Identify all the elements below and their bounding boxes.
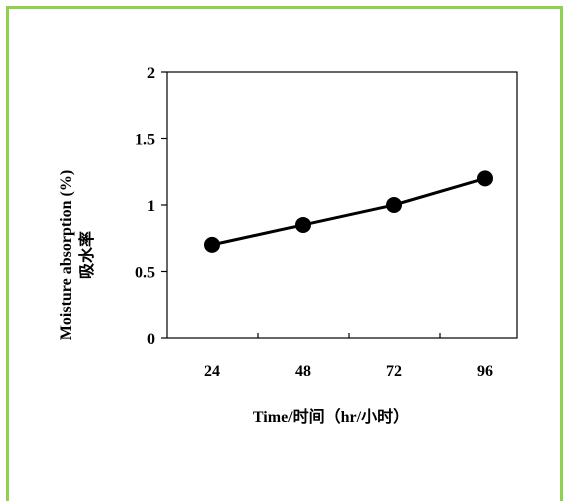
data-point	[204, 236, 220, 253]
y-tick-label: 0	[147, 331, 155, 348]
data-point	[386, 197, 402, 213]
y-tick-label: 1.5	[135, 132, 155, 149]
y-axis-title-cn: 吸水率	[77, 231, 96, 279]
y-axis-title: Moisture absorption (%)	[58, 170, 75, 340]
y-tick-label: 0.5	[135, 265, 155, 282]
plot-area-border	[166, 71, 518, 339]
chart-frame	[6, 6, 563, 501]
data-point	[477, 170, 493, 187]
x-tick-label: 72	[386, 363, 402, 380]
data-line	[211, 176, 486, 247]
axes	[166, 71, 518, 339]
x-axis-ticks: 24 48 72 96	[204, 333, 493, 380]
x-tick-label: 96	[477, 363, 493, 380]
x-tick-label: 24	[204, 363, 220, 380]
x-tick-label: 48	[295, 363, 311, 380]
y-axis-ticks: 0 0.5 1 1.5 2	[135, 65, 167, 348]
y-tick-label: 1	[147, 198, 155, 215]
series-line	[204, 170, 493, 253]
y-tick-label: 2	[147, 65, 155, 82]
x-axis-title: Time/时间（hr/小时）	[253, 407, 409, 426]
data-point	[295, 216, 311, 233]
